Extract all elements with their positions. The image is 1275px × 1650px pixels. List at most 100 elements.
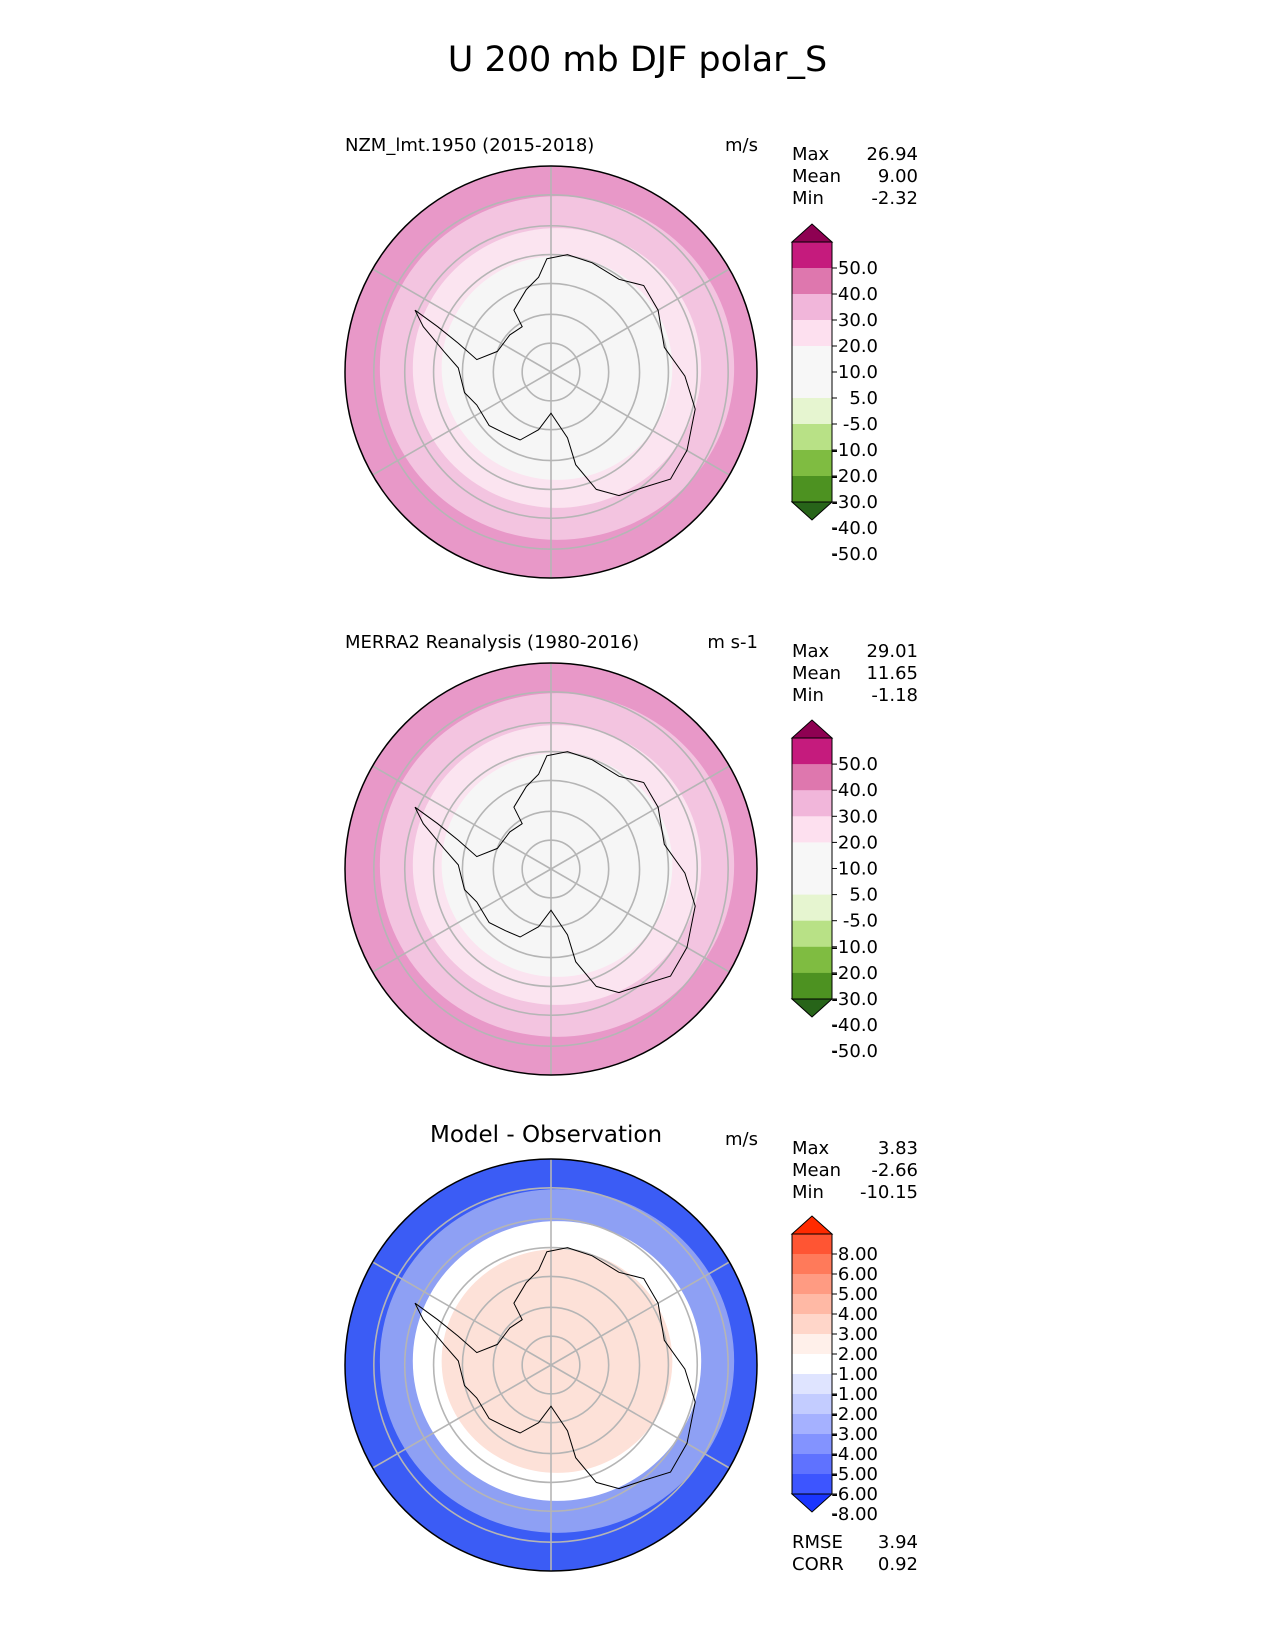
colorbar-segment — [792, 1394, 832, 1415]
panel-1-title: NZM_lmt.1950 (2015-2018) — [345, 135, 595, 156]
stat-value: 0.92 — [877, 1554, 918, 1575]
meridian-line — [550, 1261, 730, 1366]
colorbar-tick-label: -50.0 — [831, 1041, 878, 1062]
latitude-circle — [373, 691, 729, 1047]
field-band — [412, 725, 702, 1005]
stat-value: 29.01 — [866, 641, 918, 662]
stat-label: Max — [792, 144, 830, 165]
colorbar-extend-top — [790, 1215, 834, 1235]
colorbar-segment — [792, 1434, 832, 1455]
colorbar-segment — [792, 1474, 832, 1495]
colorbar-extend-bottom — [790, 998, 834, 1018]
map-boundary — [344, 165, 758, 579]
stat-label: Max — [792, 641, 830, 662]
colorbar-tick-label: -30.0 — [831, 492, 878, 513]
colorbar-tick-label: -5.00 — [831, 1464, 878, 1485]
colorbar-tick-label: -30.0 — [831, 989, 878, 1010]
colorbar-segment — [792, 764, 832, 791]
latitude-circle — [432, 253, 670, 491]
colorbar-tick-label: -40.0 — [831, 1015, 878, 1036]
latitude-circle — [461, 282, 641, 462]
stat-value: -1.18 — [871, 685, 918, 706]
meridian-line — [372, 765, 552, 870]
panel-3-title: Model - Observation — [430, 1122, 663, 1148]
colorbar-segment — [792, 790, 832, 817]
latitude-circle — [403, 1217, 699, 1513]
colorbar-tick-label: 10.0 — [838, 362, 878, 383]
panel-3-error-stats: RMSE 3.94 CORR 0.92 — [792, 1532, 918, 1576]
colorbar-segment — [792, 1334, 832, 1355]
colorbar-extend-top — [790, 223, 834, 243]
meridian-line — [372, 1364, 552, 1469]
colorbar-tick-label: 8.00 — [838, 1244, 878, 1265]
colorbar-tick-label: 50.0 — [838, 754, 878, 775]
colorbar-tick-label: 50.0 — [838, 258, 878, 279]
meridian-line — [550, 371, 730, 476]
map-boundary — [344, 1158, 758, 1572]
colorbar-tick-label: -4.00 — [831, 1444, 878, 1465]
colorbar-segment — [792, 1414, 832, 1435]
meridian-line — [550, 765, 730, 870]
colorbar-tick-label: -8.00 — [831, 1504, 878, 1525]
latitude-circle — [403, 721, 699, 1017]
panel-2-stats: Max 29.01 Mean 11.65 Min -1.18 — [792, 641, 918, 707]
panel-2-title: MERRA2 Reanalysis (1980-2016) — [345, 632, 640, 653]
latitude-circle — [461, 1275, 641, 1455]
colorbar-frame — [791, 241, 833, 503]
field-band — [345, 166, 757, 578]
colorbar-tick-label: 2.00 — [838, 1344, 878, 1365]
meridian-line — [550, 268, 730, 373]
colorbar-segment — [792, 1454, 832, 1475]
stat-value: -2.32 — [871, 188, 918, 209]
colorbar-tick-label: -10.0 — [831, 440, 878, 461]
map-boundary — [344, 662, 758, 1076]
colorbar-segment — [792, 920, 832, 948]
colorbar-segment — [792, 868, 832, 896]
colorbar-extend-bottom — [790, 1493, 834, 1513]
stat-value: 26.94 — [866, 144, 918, 165]
colorbar-segment — [792, 842, 832, 869]
field-band — [412, 1221, 702, 1501]
meridian-line — [372, 1261, 552, 1366]
stat-value: 3.94 — [877, 1532, 918, 1553]
colorbar-segment — [792, 816, 832, 843]
colorbar-segment — [792, 346, 832, 373]
colorbar-segment — [792, 424, 832, 451]
stat-value: -10.15 — [859, 1182, 918, 1203]
colorbar-tick-label: 30.0 — [838, 310, 878, 331]
field-band — [345, 1159, 757, 1571]
colorbar-tick-label: -20.0 — [831, 466, 878, 487]
colorbar-tick-label: -20.0 — [831, 963, 878, 984]
field-band — [441, 753, 673, 977]
stat-label: RMSE — [792, 1532, 843, 1553]
panel-3-units: m/s — [725, 1129, 758, 1150]
colorbar-segment — [792, 1354, 832, 1375]
colorbar-tick-label: 6.00 — [838, 1264, 878, 1285]
stat-label: Mean — [792, 663, 842, 684]
stat-value: 11.65 — [866, 663, 918, 684]
colorbar-tick-label: 40.0 — [838, 780, 878, 801]
colorbar-segment — [792, 1374, 832, 1395]
field-band — [345, 663, 757, 1075]
colorbar-extend-bottom — [790, 501, 834, 521]
stat-label: Min — [792, 685, 824, 706]
colorbar-segment — [792, 320, 832, 347]
colorbar-frame — [791, 737, 833, 1000]
field-band — [379, 693, 735, 1037]
colorbar-tick-label: -5.0 — [843, 911, 878, 932]
stat-label: Mean — [792, 1160, 842, 1181]
colorbar-tick-label: 1.00 — [838, 1364, 878, 1385]
colorbar-tick-label: -1.00 — [831, 1384, 878, 1405]
latitude-circle — [461, 779, 641, 959]
meridian-line — [372, 371, 552, 476]
colorbar-extend-top — [790, 719, 834, 739]
colorbar-segment — [792, 398, 832, 425]
latitude-circle — [373, 1187, 729, 1543]
colorbar-tick-label: 30.0 — [838, 806, 878, 827]
colorbar-frame — [791, 1233, 833, 1495]
field-band — [379, 196, 735, 540]
colorbar-segment — [792, 1234, 832, 1255]
